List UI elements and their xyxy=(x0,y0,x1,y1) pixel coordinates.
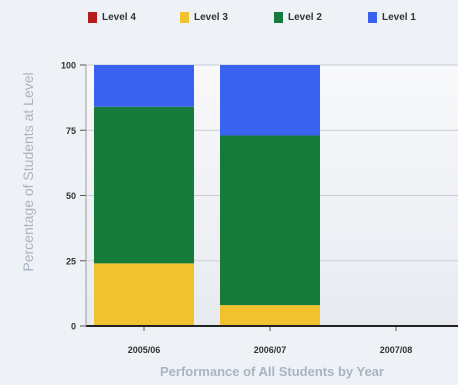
legend: Level 4 Level 3 Level 2 Level 1 xyxy=(88,12,448,23)
legend-item-level-4: Level 4 xyxy=(88,12,180,23)
y-axis-label: Percentage of Students at Level xyxy=(20,72,36,272)
y-tick-label-50: 50 xyxy=(66,191,76,201)
y-tick-label-25: 25 xyxy=(66,256,76,266)
legend-label-level-1: Level 1 xyxy=(382,12,416,23)
legend-swatch-level-1 xyxy=(368,12,377,23)
legend-label-level-3: Level 3 xyxy=(194,12,228,23)
legend-swatch-level-3 xyxy=(180,12,189,23)
bar-2006-07-level-3 xyxy=(220,305,320,326)
legend-item-level-3: Level 3 xyxy=(180,12,274,23)
x-tick-label-2005-06: 2005/06 xyxy=(128,345,161,355)
y-tick-label-100: 100 xyxy=(61,61,76,71)
legend-item-level-2: Level 2 xyxy=(274,12,368,23)
bar-2005-06-level-2 xyxy=(94,106,194,264)
x-tick-label-2007-08: 2007/08 xyxy=(380,345,413,355)
legend-swatch-level-2 xyxy=(274,12,283,23)
legend-swatch-level-4 xyxy=(88,12,97,23)
bar-2006-07-level-2 xyxy=(220,135,320,306)
bar-2005-06-level-3 xyxy=(94,263,194,326)
legend-label-level-2: Level 2 xyxy=(288,12,322,23)
y-tick-label-75: 75 xyxy=(66,126,76,136)
y-tick-label-0: 0 xyxy=(71,322,76,332)
x-axis-label: Performance of All Students by Year xyxy=(160,364,384,379)
legend-label-level-4: Level 4 xyxy=(102,12,136,23)
bar-2006-07-level-1 xyxy=(220,65,320,136)
bar-2005-06-level-1 xyxy=(94,65,194,107)
x-tick-label-2006-07: 2006/07 xyxy=(254,345,287,355)
legend-item-level-1: Level 1 xyxy=(368,12,448,23)
